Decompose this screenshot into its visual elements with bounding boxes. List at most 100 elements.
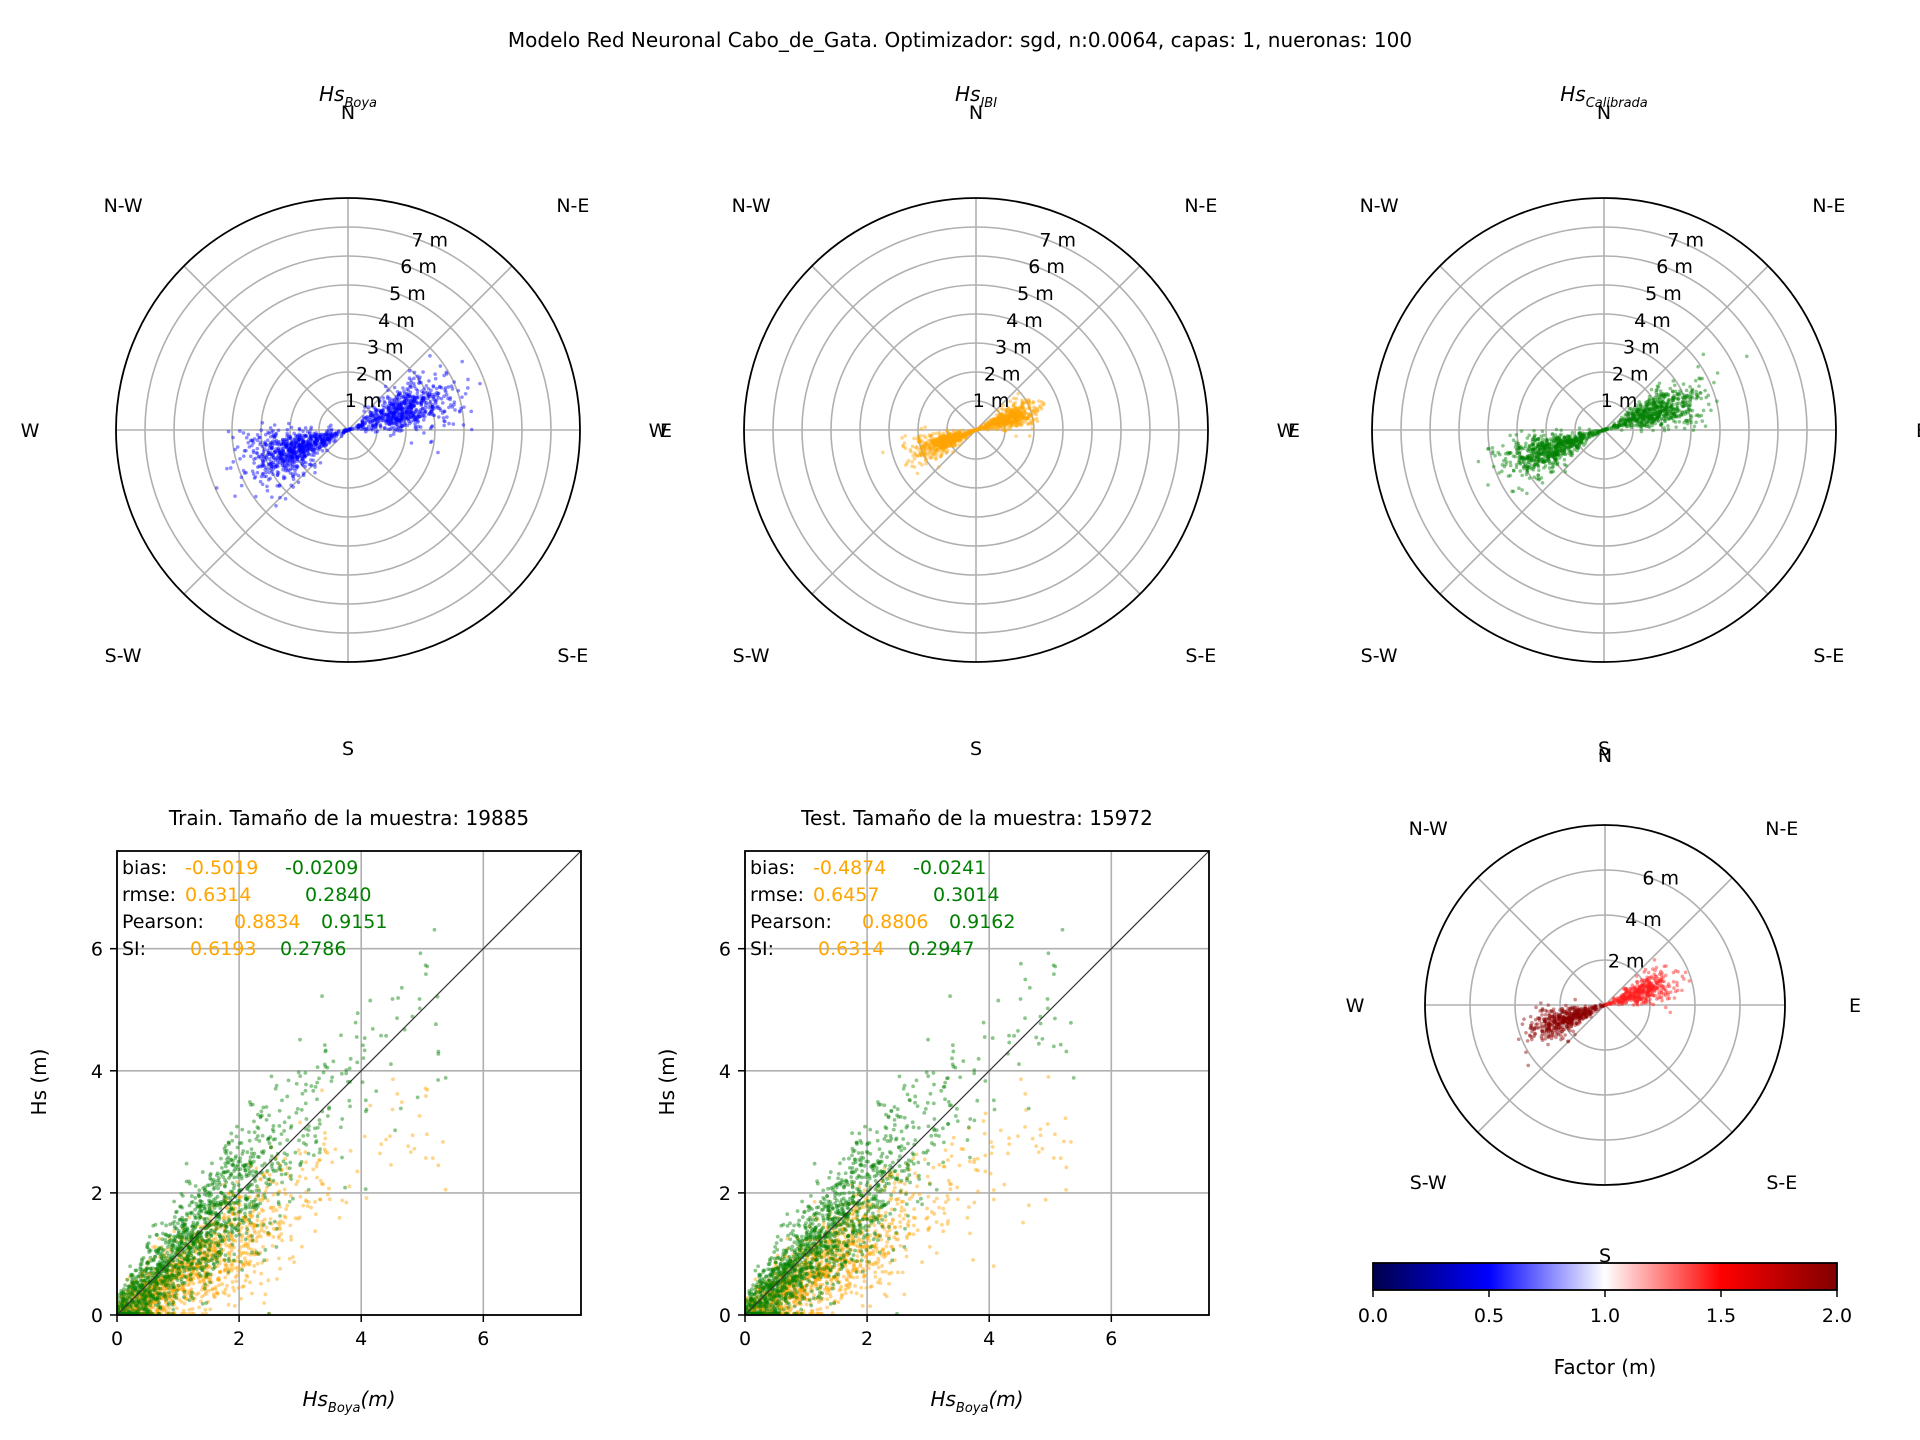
- polar-data-point: [381, 396, 385, 400]
- polar-data-point: [381, 408, 385, 413]
- polar-data-point: [1577, 426, 1582, 430]
- polar-data-point: [315, 438, 320, 443]
- polar-data-point: [264, 470, 268, 475]
- polar-data-point: [392, 405, 396, 409]
- polar-data-point: [371, 416, 376, 421]
- polar-data-point: [402, 394, 407, 399]
- polar-data-point: [378, 409, 383, 414]
- scatter-data-point-series-0: [187, 1307, 192, 1312]
- polar-data-point: [434, 405, 438, 409]
- polar-data-point: [1027, 405, 1032, 409]
- polar-data-point: [406, 388, 411, 392]
- polar-data-point: [296, 443, 301, 448]
- polar-data-point: [397, 419, 401, 423]
- polar-data-point: [408, 384, 412, 389]
- polar-data-point: [248, 438, 253, 443]
- polar-data-point: [281, 449, 286, 454]
- polar-data-point: [950, 432, 955, 437]
- polar-data-point: [395, 396, 400, 401]
- polar-data-point: [1646, 407, 1651, 411]
- polar-data-point: [1656, 415, 1660, 420]
- polar-data-point: [414, 387, 419, 391]
- polar-data-point: [315, 433, 320, 437]
- compass-label: S: [970, 738, 982, 760]
- scatter-data-point-series-0: [304, 1199, 309, 1204]
- compass-label: S-E: [1185, 645, 1216, 667]
- polar-data-point: [287, 449, 292, 454]
- polar-data-point: [273, 450, 278, 454]
- scatter-data-point-series-0: [289, 1234, 293, 1239]
- polar-data-point: [356, 422, 361, 427]
- polar-data-point: [296, 480, 301, 485]
- polar-data-point: [1508, 433, 1512, 438]
- polar-data-point: [1651, 406, 1656, 411]
- polar-data-point: [267, 446, 272, 450]
- polar-data-point: [279, 442, 284, 447]
- polar-data-point: [297, 427, 302, 432]
- polar-data-point: [385, 413, 390, 418]
- polar-data-point: [326, 436, 330, 440]
- polar-data-point: [1699, 396, 1703, 401]
- polar-data-point: [419, 401, 423, 406]
- polar-data-point: [1649, 387, 1654, 392]
- polar-data-point: [1647, 394, 1652, 399]
- polar-data-point: [423, 410, 427, 414]
- polar-data-point: [1518, 454, 1522, 459]
- polar-data-point: [363, 415, 368, 420]
- polar-data-point: [1532, 447, 1536, 451]
- polar-data-point: [255, 438, 260, 443]
- polar-data-point: [1561, 447, 1566, 452]
- polar-data-point: [407, 405, 411, 409]
- scatter-data-point-series-0: [368, 1103, 373, 1108]
- polar-data-point: [295, 465, 300, 469]
- polar-data-point: [395, 417, 399, 422]
- polar-data-point: [407, 400, 412, 405]
- polar-data-point: [286, 436, 291, 441]
- angular-gridline: [975, 429, 1141, 595]
- polar-data-point: [382, 426, 387, 430]
- polar-data-point: [375, 408, 379, 413]
- polar-data-point: [268, 444, 272, 448]
- polar-data-point: [1557, 456, 1562, 460]
- polar-data-point: [373, 407, 378, 411]
- polar-data-point: [309, 447, 314, 452]
- polar-data-point: [1490, 446, 1495, 450]
- polar-data-point: [231, 460, 236, 464]
- polar-data-point: [447, 421, 451, 426]
- polar-data-point: [302, 454, 306, 459]
- polar-data-point: [304, 460, 308, 465]
- polar-data-point: [303, 445, 307, 449]
- polar-data-point: [309, 458, 313, 462]
- polar-data-point: [428, 399, 433, 404]
- polar-data-point: [302, 441, 307, 446]
- chart-title-main: Hs: [319, 82, 344, 106]
- polar-data-point: [409, 378, 413, 382]
- polar-data-point: [450, 405, 455, 409]
- polar-data-point: [289, 448, 293, 453]
- polar-data-point: [295, 449, 300, 454]
- polar-data-point: [233, 447, 237, 452]
- polar-data-point: [260, 452, 264, 457]
- polar-data-point: [401, 401, 405, 405]
- polar-data-point: [446, 385, 451, 389]
- polar-data-point: [395, 389, 400, 394]
- polar-data-point: [370, 423, 375, 428]
- polar-data-point: [399, 423, 403, 428]
- polar-data-point: [239, 475, 244, 480]
- radial-tick-label: 7 m: [1667, 229, 1704, 251]
- polar-data-point: [318, 435, 322, 439]
- polar-data-point: [379, 408, 384, 413]
- polar-data-point: [426, 386, 431, 391]
- polar-data-point: [929, 434, 933, 438]
- polar-data-point: [349, 426, 354, 431]
- polar-data-point: [291, 477, 296, 482]
- polar-data-point: [942, 443, 947, 448]
- polar-data-point: [1701, 352, 1706, 357]
- polar-data-point: [422, 387, 426, 391]
- polar-data-point: [436, 391, 440, 396]
- polar-data-point: [396, 393, 401, 397]
- polar-data-point: [414, 427, 419, 432]
- polar-data-point: [912, 457, 917, 461]
- polar-data-point: [284, 439, 289, 444]
- polar-data-point: [1698, 391, 1703, 395]
